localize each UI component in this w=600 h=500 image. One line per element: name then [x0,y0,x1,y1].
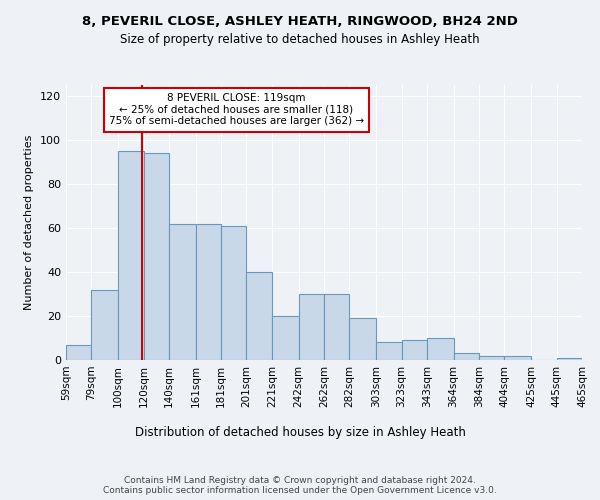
Bar [557,358,582,360]
Text: Distribution of detached houses by size in Ashley Heath: Distribution of detached houses by size … [134,426,466,439]
Bar [349,318,376,360]
Bar [169,224,196,360]
Bar [66,344,91,360]
Bar [479,356,505,360]
Bar [454,354,479,360]
Bar [118,151,143,360]
Bar [221,226,247,360]
Bar [143,153,169,360]
Text: Size of property relative to detached houses in Ashley Heath: Size of property relative to detached ho… [120,32,480,46]
Bar [247,272,272,360]
Bar [427,338,454,360]
Y-axis label: Number of detached properties: Number of detached properties [25,135,34,310]
Bar [324,294,349,360]
Bar [196,224,221,360]
Bar [299,294,324,360]
Text: 8 PEVERIL CLOSE: 119sqm
← 25% of detached houses are smaller (118)
75% of semi-d: 8 PEVERIL CLOSE: 119sqm ← 25% of detache… [109,93,364,126]
Bar [505,356,531,360]
Bar [91,290,118,360]
Bar [376,342,401,360]
Text: 8, PEVERIL CLOSE, ASHLEY HEATH, RINGWOOD, BH24 2ND: 8, PEVERIL CLOSE, ASHLEY HEATH, RINGWOOD… [82,15,518,28]
Bar [401,340,427,360]
Bar [272,316,299,360]
Text: Contains HM Land Registry data © Crown copyright and database right 2024.
Contai: Contains HM Land Registry data © Crown c… [103,476,497,495]
